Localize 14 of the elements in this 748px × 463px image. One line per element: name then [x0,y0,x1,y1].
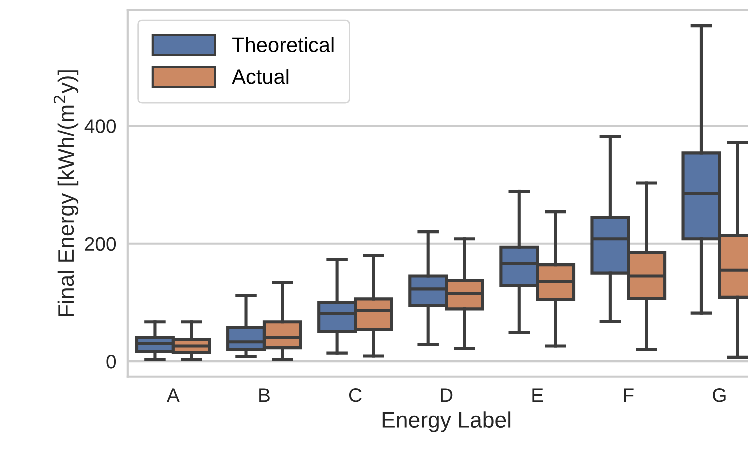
x-tick-label: B [260,388,270,402]
x-tick-label: C [349,388,362,402]
x-tick-label: E [532,388,544,402]
x-tick-label: F [624,388,634,402]
y-tick-label: 400 [84,120,116,134]
x-tick-label: D [441,388,453,402]
x-tick-label: G [713,388,726,402]
legend-label: Actual [232,68,289,84]
legend-label: Theoretical [232,37,334,52]
y-axis-title: Final Energy [kWh/(m$^{2}$y)] [54,70,79,316]
y-tick-label: 200 [85,237,116,252]
x-axis-title: Energy Label [382,412,511,432]
y-tick-label: 0 [106,355,116,369]
x-tick-label: A [166,388,180,402]
